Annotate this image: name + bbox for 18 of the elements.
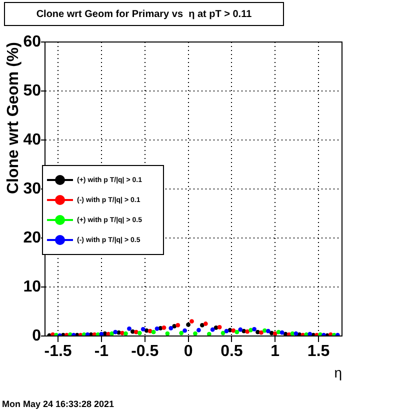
x-tick-label: -1 <box>94 343 109 360</box>
x-tick-label: 1.5 <box>307 343 330 360</box>
y-tick-label: 50 <box>23 82 42 100</box>
y-tick-label: 10 <box>23 278 42 296</box>
y-tick-label: 30 <box>23 180 42 198</box>
chart-title: Clone wrt Geom for Primary vs η at pT > 0.11 <box>4 2 284 26</box>
y-axis-title: Clone wrt Geom (%) <box>5 42 22 194</box>
x-tick-label: 0.5 <box>220 343 243 360</box>
y-tick-label: 40 <box>23 131 42 148</box>
x-tick-label: -1.5 <box>44 343 72 360</box>
text: Mon May 24 16:33:28 2021 <box>2 399 114 409</box>
x-tick-label: 0 <box>184 343 193 360</box>
x-tick-label: -0.5 <box>131 343 159 360</box>
y-tick-label: 20 <box>23 229 42 246</box>
y-tick-label: 0 <box>32 327 42 344</box>
x-tick-label: 1 <box>270 343 280 360</box>
y-tick-label: 60 <box>23 33 42 50</box>
x-axis-title: η <box>334 364 342 380</box>
